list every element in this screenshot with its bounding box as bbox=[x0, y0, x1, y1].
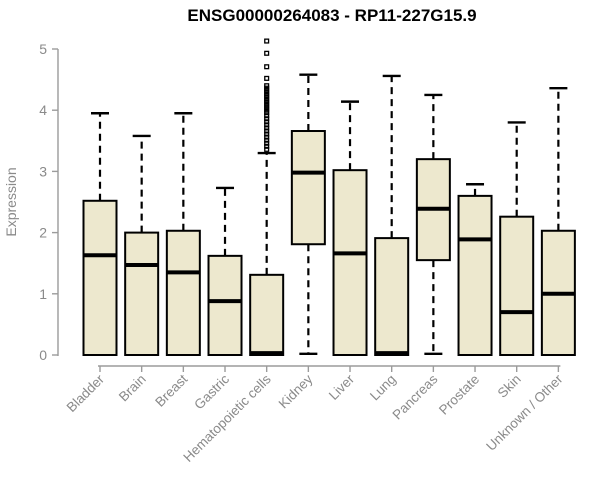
outlier-point-hematopoietic-cells bbox=[264, 137, 270, 143]
box-skin bbox=[499, 215, 535, 356]
box-gastric bbox=[207, 254, 243, 356]
outlier-point-hematopoietic-cells bbox=[264, 125, 270, 131]
x-tick-label-gastric: Gastric bbox=[191, 371, 232, 412]
x-tick-label-prostate: Prostate bbox=[436, 372, 482, 418]
x-tick-label-pancreas: Pancreas bbox=[390, 371, 441, 422]
box-brain bbox=[124, 231, 160, 357]
x-tick-label-brain: Brain bbox=[116, 372, 149, 405]
box-kidney bbox=[290, 130, 326, 246]
outlier-point-hematopoietic-cells bbox=[264, 119, 270, 125]
outlier-point-hematopoietic-cells bbox=[264, 113, 270, 119]
outlier-point-hematopoietic-cells bbox=[264, 110, 270, 116]
y-axis-title: Expression bbox=[3, 167, 19, 236]
outlier-point-hematopoietic-cells bbox=[264, 50, 270, 56]
x-tick-label-breast: Breast bbox=[152, 371, 190, 409]
box-lung bbox=[374, 237, 410, 356]
x-tick-label-kidney: Kidney bbox=[276, 371, 316, 411]
x-tick-label-lung: Lung bbox=[367, 372, 399, 404]
y-tick-label-2: 2 bbox=[39, 225, 47, 241]
x-tick-label-liver: Liver bbox=[326, 371, 358, 403]
box-breast bbox=[165, 229, 201, 357]
outlier-point-hematopoietic-cells bbox=[264, 64, 270, 70]
y-tick-label-3: 3 bbox=[39, 163, 47, 179]
y-tick-label-1: 1 bbox=[39, 286, 47, 302]
box-liver bbox=[332, 169, 368, 356]
y-tick-label-0: 0 bbox=[39, 347, 47, 363]
chart-title: ENSG00000264083 - RP11-227G15.9 bbox=[187, 6, 477, 25]
outlier-point-hematopoietic-cells bbox=[264, 75, 270, 81]
box-hematopoietic-cells bbox=[249, 273, 285, 356]
x-tick-label-unknown-other: Unknown / Other bbox=[483, 371, 566, 454]
y-tick-label-5: 5 bbox=[39, 41, 47, 57]
x-tick-label-bladder: Bladder bbox=[64, 371, 108, 415]
outlier-point-hematopoietic-cells bbox=[264, 134, 270, 140]
outlier-point-hematopoietic-cells bbox=[264, 38, 270, 44]
x-tick-label-skin: Skin bbox=[495, 372, 524, 401]
box-prostate bbox=[457, 194, 493, 356]
outlier-point-hematopoietic-cells bbox=[264, 131, 270, 137]
y-tick-label-4: 4 bbox=[39, 102, 47, 118]
outlier-point-hematopoietic-cells bbox=[264, 122, 270, 128]
outlier-point-hematopoietic-cells bbox=[264, 143, 270, 149]
box-bladder bbox=[82, 199, 118, 356]
outlier-point-hematopoietic-cells bbox=[264, 116, 270, 122]
outlier-point-hematopoietic-cells bbox=[264, 146, 270, 152]
outlier-point-hematopoietic-cells bbox=[264, 140, 270, 146]
outlier-point-hematopoietic-cells bbox=[264, 128, 270, 134]
